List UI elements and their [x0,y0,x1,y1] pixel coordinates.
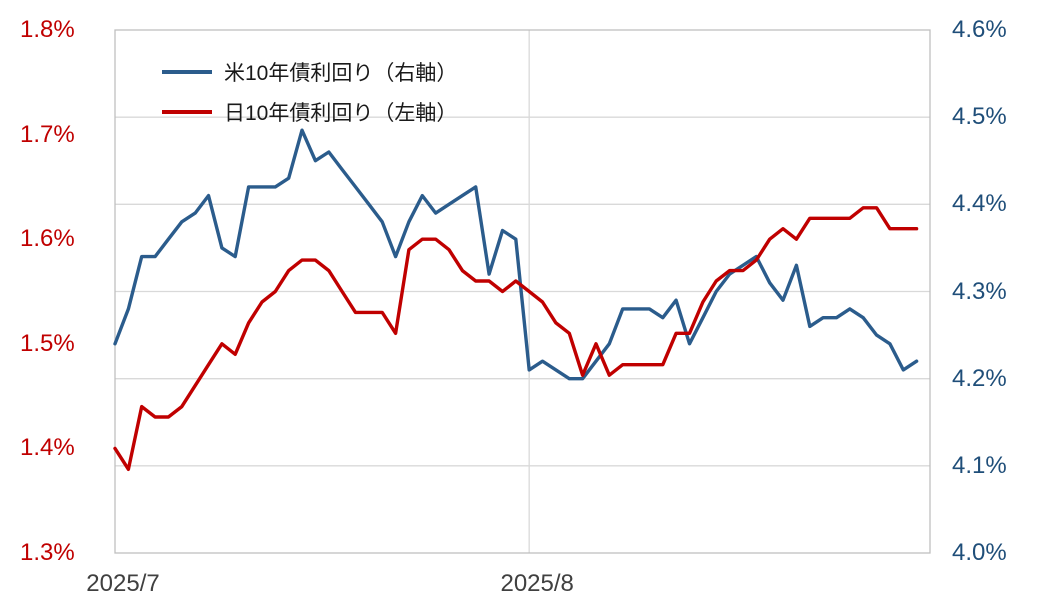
left-axis-tick-label: 1.6% [20,225,75,253]
right-axis-tick-label: 4.3% [952,277,1007,305]
left-axis-tick-label: 1.5% [20,329,75,357]
legend: 米10年債利回り（右軸） 日10年債利回り（左軸） [162,52,457,132]
jp-series-line-swatch-icon [162,110,212,114]
plot-border [114,29,931,554]
us-10y-yield-line [113,128,919,381]
right-axis-tick-label: 4.1% [952,451,1007,479]
us-series-line-swatch-icon [162,70,212,74]
x-axis-tick-label: 2025/7 [86,570,160,597]
legend-label-us: 米10年債利回り（右軸） [224,62,458,85]
left-axis-tick-label: 1.8% [20,16,75,43]
right-axis-tick-label: 4.4% [952,190,1007,218]
jp-10y-yield-line [113,206,919,471]
x-axis-tick-label: 2025/8 [500,570,574,597]
right-axis-tick-label: 4.2% [952,364,1007,392]
legend-item-us: 米10年債利回り（右軸） [162,52,457,92]
left-axis-tick-label: 1.4% [20,434,75,462]
right-axis-tick-label: 4.6% [952,16,1007,43]
right-axis-tick-label: 4.5% [952,103,1007,131]
legend-label-jp: 日10年債利回り（左軸） [224,102,458,125]
legend-item-jp: 日10年債利回り（左軸） [162,92,457,132]
left-axis-tick-label: 1.3% [20,539,75,566]
left-axis-tick-label: 1.7% [20,120,75,148]
right-axis-tick-label: 4.0% [952,539,1007,566]
